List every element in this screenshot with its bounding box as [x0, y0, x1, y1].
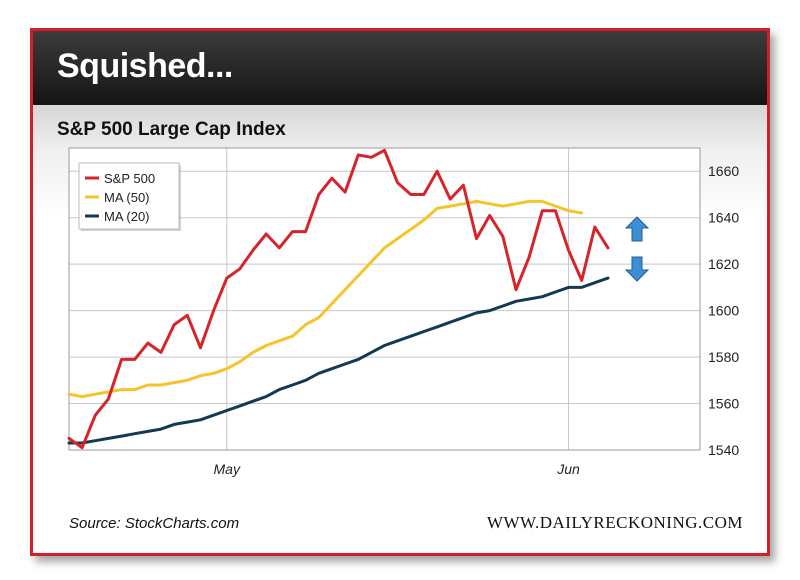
x-tick-label: May — [214, 461, 241, 477]
y-tick-label: 1560 — [708, 396, 739, 412]
y-tick-label: 1580 — [708, 349, 739, 365]
plot-frame — [68, 147, 701, 451]
brand-url: WWW.DAILYRECKONING.COM — [486, 513, 743, 532]
y-tick-label: 1540 — [708, 442, 739, 458]
legend-label: MA (50) — [104, 190, 150, 205]
header-bar: Squished... — [33, 31, 767, 105]
up-arrow-icon — [624, 216, 650, 242]
annotation-arrows — [624, 216, 650, 282]
chart-title: S&P 500 Large Cap Index — [57, 119, 286, 140]
x-tick-label: Jun — [556, 461, 580, 477]
y-tick-label: 1660 — [708, 163, 739, 179]
series-layer — [67, 148, 610, 450]
legend-label: MA (20) — [104, 209, 150, 224]
y-tick-label: 1600 — [708, 303, 739, 319]
y-tick-label: 1620 — [708, 256, 739, 272]
chart-legend: S&P 500 MA (50) MA (20) — [78, 162, 181, 231]
series-line-2 — [67, 276, 610, 445]
header-title: Squished... — [57, 47, 233, 85]
source-note: Source: StockCharts.com — [69, 515, 240, 532]
chart-card: Squished... S&P 500 Large Cap Index 1540… — [30, 28, 770, 556]
series-line-0 — [67, 148, 610, 450]
series-line-1 — [67, 199, 584, 399]
legend-label: S&P 500 — [104, 171, 155, 186]
down-arrow-icon — [624, 256, 650, 282]
line-chart: 1540 1560 1580 1600 1620 1640 1660 May Jun S&P 5… — [67, 147, 740, 477]
y-tick-label: 1640 — [708, 210, 739, 226]
axis-labels: 1540 1560 1580 1600 1620 1640 1660 May Jun — [214, 163, 740, 477]
